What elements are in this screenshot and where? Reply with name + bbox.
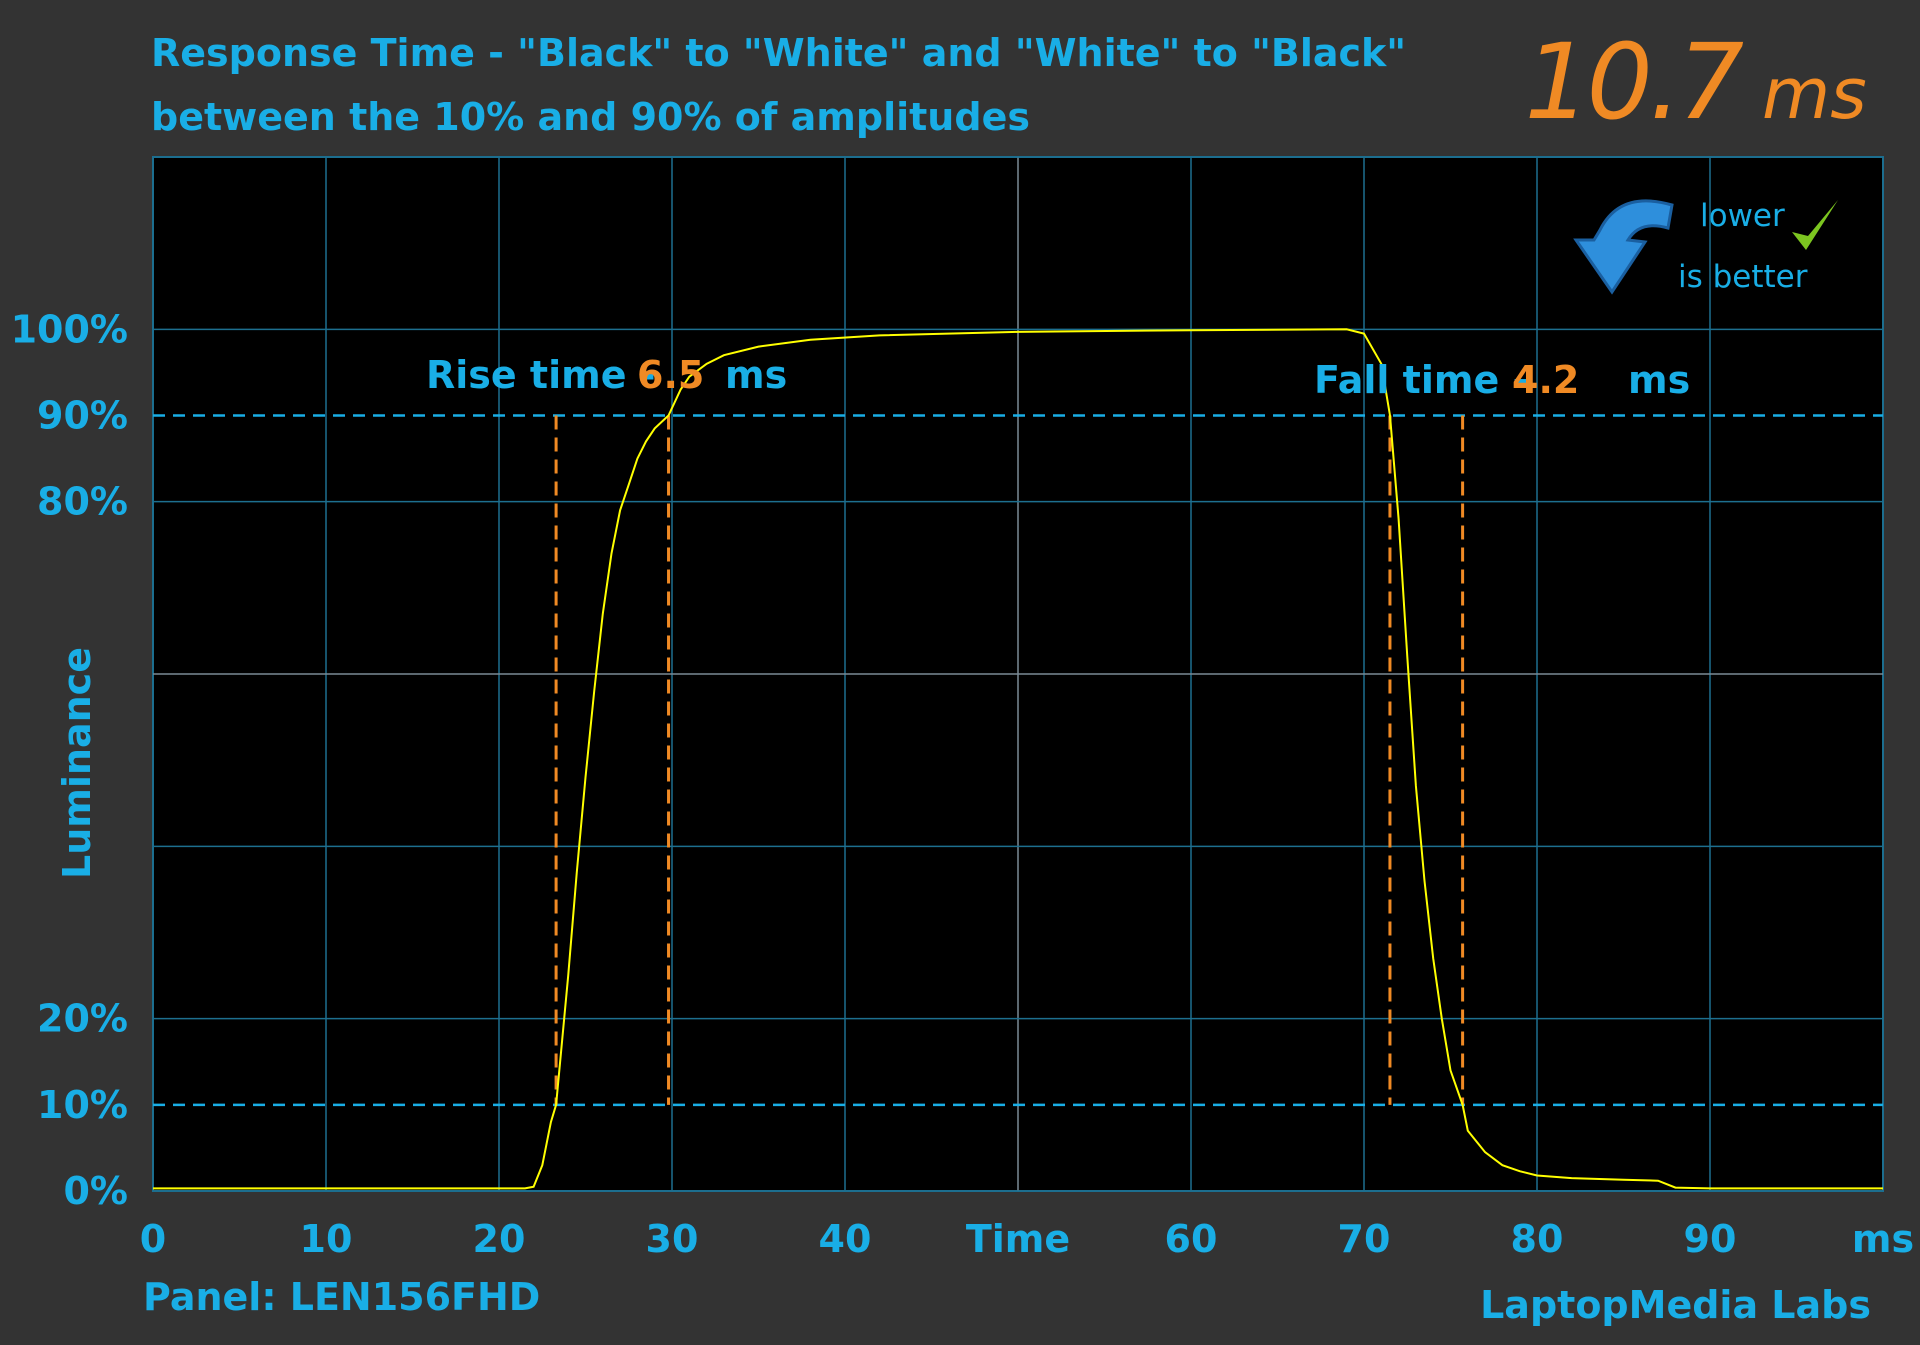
x-tick-label: 90 [1684, 1217, 1737, 1261]
badge-text: lower [1700, 198, 1785, 234]
series-line [153, 328, 1883, 1190]
x-tick-label: 60 [1165, 1217, 1218, 1261]
annotation-label: Rise time - [426, 353, 655, 397]
y-tick-label: 10% [37, 1083, 128, 1127]
annotation-value: 6.5 [637, 353, 704, 397]
annotation-unit: ms [1628, 358, 1690, 402]
annotation-unit: ms [725, 353, 787, 397]
annotation-value: 4.2 [1512, 358, 1579, 402]
y-tick-label: 20% [37, 997, 128, 1041]
credit: LaptopMedia Labs [1480, 1283, 1871, 1327]
x-tick-label: ms [1852, 1217, 1914, 1261]
chart-title: Response Time - "Black" to "White" and "… [151, 31, 1406, 75]
x-tick-label: 40 [819, 1217, 872, 1261]
x-tick-label: 80 [1511, 1217, 1564, 1261]
headline-value: 10.7 [1524, 21, 1743, 143]
y-axis-label: Luminance [55, 647, 99, 879]
x-tick-label: 70 [1338, 1217, 1391, 1261]
x-tick-label: 20 [473, 1217, 526, 1261]
panel-label: Panel: LEN156FHD [143, 1275, 540, 1319]
grid [152, 156, 1884, 1192]
x-tick-label: 0 [140, 1217, 166, 1261]
y-tick-label: 0% [63, 1169, 128, 1213]
headline-unit: ms [1762, 53, 1867, 135]
annotation-label: Fall time - [1314, 358, 1528, 402]
x-tick-label: 30 [646, 1217, 699, 1261]
y-tick-label: 90% [37, 394, 128, 438]
x-tick-label: Time [966, 1217, 1070, 1261]
badge-icon [1573, 199, 1838, 295]
badge-text: is better [1678, 259, 1808, 295]
y-tick-label: 100% [11, 307, 128, 351]
y-tick-label: 80% [37, 480, 128, 524]
x-tick-label: 10 [300, 1217, 353, 1261]
chart-subtitle: between the 10% and 90% of amplitudes [151, 95, 1030, 139]
